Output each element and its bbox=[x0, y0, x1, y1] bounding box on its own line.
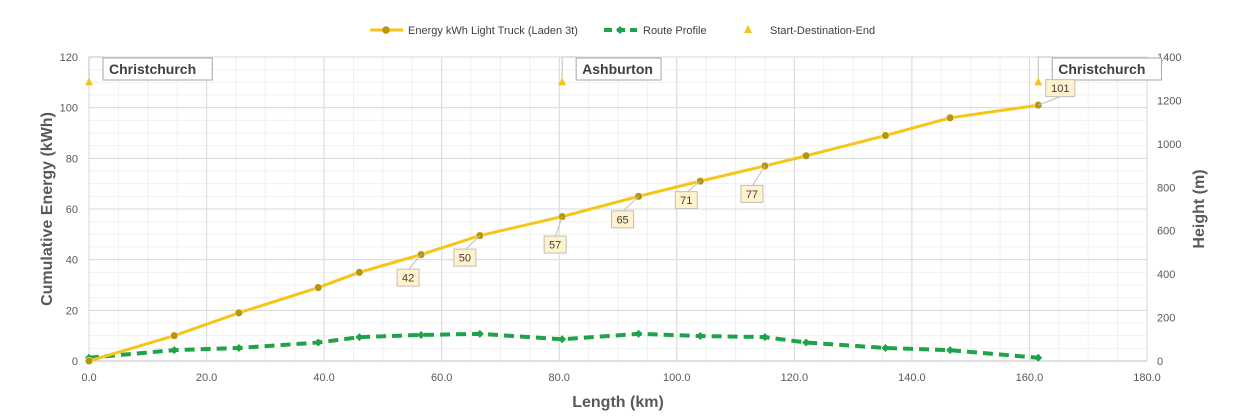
route-profile-point bbox=[355, 333, 364, 342]
legend: Energy kWh Light Truck (Laden 3t) Route P… bbox=[370, 25, 875, 37]
annotation-box bbox=[102, 57, 213, 81]
energy-point bbox=[234, 308, 243, 317]
x-axis-title: Length (km) bbox=[572, 394, 664, 411]
annotation-leader bbox=[561, 56, 577, 78]
data-label-leader bbox=[685, 180, 701, 194]
data-label-leader bbox=[464, 235, 481, 251]
energy-point bbox=[946, 113, 955, 122]
annotation-box bbox=[575, 57, 662, 81]
data-label-box bbox=[674, 191, 698, 210]
legend-marker-label: Start-Destination-End bbox=[770, 25, 875, 37]
data-label-leader bbox=[554, 216, 563, 238]
route-profile-point bbox=[234, 343, 243, 352]
y-left-tick-label: 80 bbox=[66, 153, 78, 165]
labels-layer: Christchurch Ashburton Christchurch 42 50 57 6… bbox=[88, 56, 1162, 287]
y-left-tick-label: 60 bbox=[66, 204, 78, 216]
data-label-box bbox=[543, 235, 567, 254]
y-right-tick-label: 400 bbox=[1157, 269, 1175, 281]
annotation-label: Christchurch bbox=[1058, 61, 1145, 77]
data-label-box bbox=[396, 268, 420, 287]
route-profile-point bbox=[1034, 353, 1043, 362]
route-profile-point bbox=[696, 332, 705, 341]
x-tick-label: 60.0 bbox=[431, 372, 452, 384]
legend-route-label: Route Profile bbox=[643, 25, 707, 37]
annotation-label: Ashburton bbox=[582, 61, 653, 77]
data-label-box bbox=[740, 184, 764, 203]
annotation-label: Christchurch bbox=[109, 61, 196, 77]
data-label-leader bbox=[407, 254, 422, 271]
energy-point bbox=[84, 356, 94, 366]
legend-marker-swatch bbox=[744, 25, 752, 33]
data-label: 42 bbox=[402, 273, 414, 285]
y-left-tick-label: 20 bbox=[66, 305, 78, 317]
route-profile-point bbox=[475, 329, 484, 338]
data-label: 101 bbox=[1051, 83, 1069, 95]
data-label-box bbox=[1045, 79, 1076, 98]
start-destination-end-marker bbox=[1034, 77, 1043, 86]
route-profile-point bbox=[314, 338, 323, 347]
y-right-tick-label: 1000 bbox=[1157, 139, 1181, 151]
legend-energy-marker bbox=[382, 26, 390, 34]
y-right-tick-label: 1400 bbox=[1157, 52, 1181, 64]
route-profile-point bbox=[417, 330, 426, 339]
energy-point bbox=[1034, 101, 1043, 110]
energy-point bbox=[170, 331, 179, 340]
route-profile-line bbox=[88, 331, 1039, 360]
y-left-tick-label: 120 bbox=[60, 52, 78, 64]
legend-route-marker bbox=[616, 26, 624, 34]
data-label-leader bbox=[751, 165, 766, 187]
y-right-tick-label: 1200 bbox=[1157, 95, 1181, 107]
grid bbox=[88, 56, 1148, 362]
x-tick-label: 20.0 bbox=[196, 372, 217, 384]
x-tick-label: 160.0 bbox=[1016, 372, 1044, 384]
data-label: 77 bbox=[746, 189, 758, 201]
y-right-tick-label: 800 bbox=[1157, 182, 1175, 194]
data-label-leader bbox=[622, 195, 639, 213]
y-right-tick-label: 600 bbox=[1157, 226, 1175, 238]
energy-point bbox=[314, 283, 323, 292]
axes: 0.0 20.0 40.0 60.0 80.0 100.0 120.0 140.0 160.0 1… bbox=[60, 52, 1182, 384]
y-left-tick-label: 0 bbox=[72, 356, 78, 368]
y-left-tick-label: 100 bbox=[60, 103, 78, 115]
y-right-tick-label: 0 bbox=[1157, 356, 1163, 368]
y-right-tick-label: 200 bbox=[1157, 313, 1175, 325]
x-tick-label: 80.0 bbox=[549, 372, 570, 384]
start-destination-end-marker bbox=[558, 77, 567, 86]
x-tick-label: 140.0 bbox=[898, 372, 926, 384]
energy-point bbox=[802, 151, 811, 160]
data-label-leader bbox=[1038, 96, 1061, 106]
data-label: 57 bbox=[549, 240, 561, 252]
annotation-leader bbox=[1037, 56, 1053, 78]
y-axis-left-title: Cumulative Energy (kWh) bbox=[39, 112, 56, 306]
legend-energy-label: Energy kWh Light Truck (Laden 3t) bbox=[408, 25, 578, 37]
data-label: 50 bbox=[459, 253, 471, 265]
x-tick-label: 40.0 bbox=[313, 372, 334, 384]
energy-point bbox=[355, 268, 364, 277]
data-label-box bbox=[453, 248, 477, 267]
y-left-tick-label: 40 bbox=[66, 255, 78, 267]
route-profile-point bbox=[802, 338, 811, 347]
x-tick-label: 0.0 bbox=[81, 372, 96, 384]
annotation-box bbox=[1051, 57, 1162, 81]
annotation-leader bbox=[88, 56, 103, 78]
data-label: 71 bbox=[680, 195, 692, 207]
energy-point bbox=[881, 131, 890, 140]
route-profile-point bbox=[634, 329, 643, 338]
route-profile-point bbox=[946, 346, 955, 355]
start-destination-end-marker bbox=[85, 77, 93, 86]
route-profile-point bbox=[760, 333, 769, 342]
x-tick-label: 100.0 bbox=[663, 372, 691, 384]
route-profile-point bbox=[558, 335, 567, 344]
data-label-box bbox=[611, 210, 635, 229]
x-tick-label: 180.0 bbox=[1133, 372, 1161, 384]
x-tick-label: 120.0 bbox=[781, 372, 809, 384]
data-label: 65 bbox=[616, 214, 628, 226]
route-profile-point bbox=[881, 343, 890, 352]
route-profile-point bbox=[170, 346, 179, 355]
y-axis-right-title: Height (m) bbox=[1191, 169, 1208, 248]
